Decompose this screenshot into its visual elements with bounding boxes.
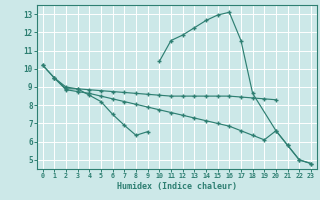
X-axis label: Humidex (Indice chaleur): Humidex (Indice chaleur) [117, 182, 237, 191]
